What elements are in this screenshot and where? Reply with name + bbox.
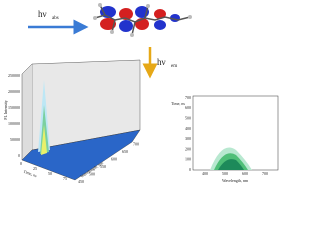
z-tick-label: 0 [18,153,20,158]
y-tick-label: 0 [20,161,22,166]
contour-y-tick: 500 [185,115,191,120]
z-tick-label: 50000 [10,137,20,142]
contour-x-label: Wavelength, nm [222,178,249,184]
em-symbol: hν [157,57,166,67]
contour-y-tick: 400 [185,126,191,131]
figure: hν abs hν em 250000200000150000100000500… [3,3,279,184]
x-tick-label: 600 [111,156,117,161]
plot-3d [21,59,141,181]
y-tick-label: 75 [63,176,67,181]
contour-y-tick: 100 [185,157,191,162]
z-tick-label: 250000 [8,73,20,78]
abs-symbol: hν [38,9,47,19]
molecule [93,3,192,37]
x-tick-label: 500 [89,171,95,176]
contour-y-tick: 700 [185,95,191,100]
x-tick-label: 650 [122,149,128,154]
z-tick-label: 100000 [8,121,20,126]
contour-y-tick: 300 [185,136,191,141]
contour-x-tick: 700 [262,171,268,176]
x-tick-label: 700 [133,141,139,146]
contour-y-label: Time, ns [171,101,185,107]
y-tick-label: 25 [33,166,37,171]
contour-y-tick: 600 [185,105,191,110]
z-axis-label: PL Intensity [3,100,8,120]
contour-plot [192,95,279,171]
y-tick-label: 50 [48,171,52,176]
contour-x-tick: 600 [242,171,248,176]
em-subscript: em [171,64,177,69]
contour-x-tick: 400 [202,171,208,176]
y-axis-label: Time, ns [22,169,37,180]
contour-x-tick: 500 [222,171,228,176]
z-tick-label: 150000 [8,105,20,110]
z-tick-label: 200000 [8,89,20,94]
contour-y-tick: 200 [185,146,191,151]
abs-subscript: abs [52,16,59,21]
x-tick-label: 450 [78,179,84,184]
contour-y-tick: 0 [189,167,191,172]
x-tick-label: 550 [100,164,106,169]
